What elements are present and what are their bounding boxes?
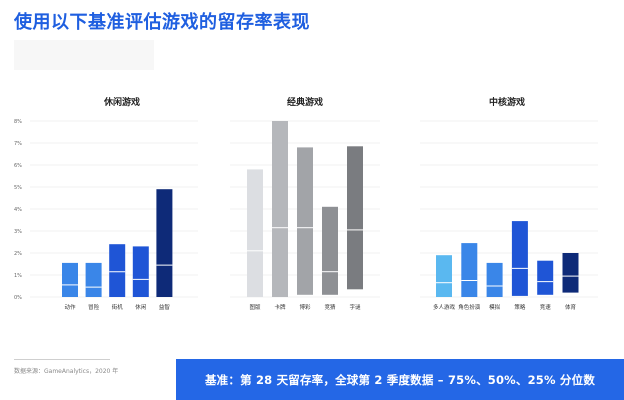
bar-range (486, 262, 503, 297)
x-tick-label: 字谜 (349, 303, 361, 311)
x-tick-label: 角色扮演 (458, 303, 481, 311)
x-tick-label: 博彩 (299, 303, 311, 311)
bar-range (562, 253, 579, 293)
source-divider (14, 359, 110, 360)
bar-range (347, 146, 363, 290)
bar-range (247, 169, 263, 297)
panel-title: 经典游戏 (287, 96, 323, 108)
y-tick-label: 2% (14, 251, 22, 257)
x-tick-label: 卡牌 (274, 303, 286, 311)
x-tick-label: 街机 (112, 303, 124, 311)
bar-range (511, 221, 528, 296)
x-tick-label: 休闲 (135, 303, 147, 311)
bar-range (272, 121, 288, 297)
bar-range (297, 147, 313, 295)
x-tick-label: 体育 (565, 303, 577, 311)
y-tick-label: 5% (14, 185, 22, 191)
bar-range (461, 243, 478, 297)
bar-range (436, 255, 452, 297)
bar-range (537, 260, 554, 295)
x-tick-label: 益智 (159, 303, 170, 311)
bar-range (132, 246, 149, 297)
x-tick-label: 模拟 (489, 303, 501, 311)
benchmark-banner: 基准：第 28 天留存率，全球第 2 季度数据 – 75%、50%、25% 分位… (176, 359, 624, 400)
y-tick-label: 6% (14, 163, 22, 169)
y-tick-label: 0% (14, 295, 22, 301)
y-tick-label: 1% (14, 273, 22, 279)
panel-title: 休闲游戏 (103, 96, 140, 108)
x-tick-label: 多人游戏 (433, 303, 456, 311)
x-tick-label: 竞速 (540, 303, 552, 311)
panel-title: 中核游戏 (489, 96, 525, 108)
x-tick-label: 竞猜 (324, 303, 336, 311)
y-tick-label: 8% (14, 119, 22, 125)
x-tick-label: 动作 (64, 303, 76, 311)
page-title: 使用以下基准评估游戏的留存率表现 (14, 12, 310, 33)
bar-range (85, 262, 102, 297)
y-tick-label: 4% (14, 207, 22, 213)
x-tick-label: 冒险 (88, 303, 100, 311)
source-note: 数据来源：GameAnalytics，2020 年 (14, 368, 119, 375)
x-tick-label: 图版 (249, 303, 261, 311)
faded-background-block (14, 40, 154, 70)
bar-range (322, 206, 338, 295)
x-tick-label: 策略 (514, 303, 526, 311)
bar-range (156, 189, 173, 297)
bar-range (109, 244, 126, 297)
y-tick-label: 3% (14, 229, 22, 235)
bar-range (62, 262, 78, 297)
y-tick-label: 7% (14, 141, 22, 147)
